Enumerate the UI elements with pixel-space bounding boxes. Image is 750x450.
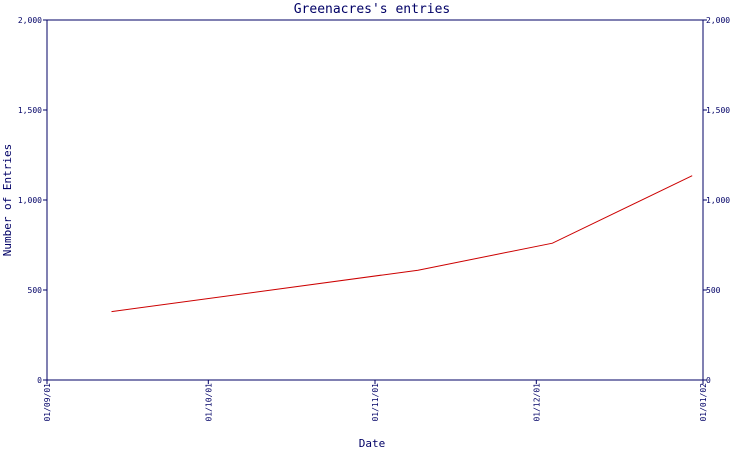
y-tick-label: 1,000: [18, 196, 42, 205]
y-tick-label-right: 1,500: [706, 106, 730, 115]
series-layer: [111, 175, 693, 313]
y-tick-label: 500: [28, 286, 43, 295]
y-tick-label: 2,000: [18, 16, 42, 25]
y-tick-label-right: 2,000: [706, 16, 730, 25]
chart-title: Greenacres's entries: [294, 2, 451, 17]
x-tick-label: 01/11/01: [371, 383, 380, 422]
series-line: [111, 175, 693, 313]
plot-area: [46, 19, 704, 381]
x-axis-label: Date: [359, 437, 386, 450]
y-axis-right: 0 500 1,000 1,500 2,000: [703, 16, 730, 385]
y-tick-label-right: 1,000: [706, 196, 730, 205]
y-tick-label-right: 500: [706, 286, 721, 295]
y-tick-label: 1,500: [18, 106, 42, 115]
x-axis: 01/09/01 01/10/01 01/11/01 01/12/01 01/01/02: [43, 380, 708, 422]
y-tick-label: 0: [37, 376, 42, 385]
y-tick-label-right: 0: [706, 376, 711, 385]
x-tick-label: 01/12/01: [532, 383, 541, 422]
y-axis-label: Number of Entries: [1, 144, 14, 257]
x-tick-label: 01/09/01: [43, 383, 52, 422]
x-tick-label: 01/01/02: [699, 383, 708, 422]
y-axis-left: 0 500 1,000 1,500 2,000: [18, 16, 47, 385]
x-tick-label: 01/10/01: [204, 383, 213, 422]
